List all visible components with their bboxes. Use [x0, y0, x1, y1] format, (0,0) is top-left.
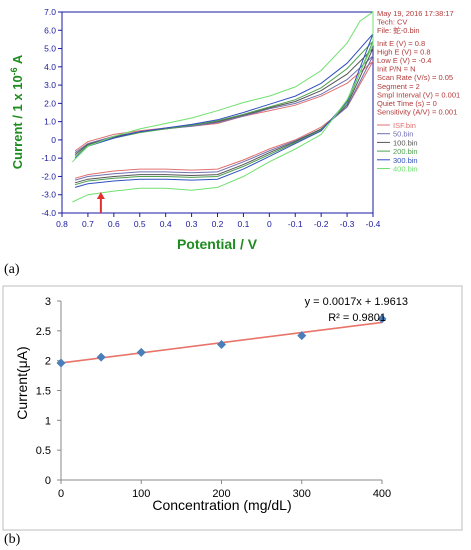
calibration-x-axis-label: Concentration (mg/dL) — [152, 497, 291, 513]
cv-x-tick-label: -0.3 — [340, 219, 355, 229]
info-line: Init P/N = N — [377, 65, 416, 74]
cv-y-tick-label: -1.0 — [41, 153, 56, 163]
calibration-figure: 0 0.5 1 1.5 2 2.5 3 0 100 200 300 400 y = 0.0017x +… — [0, 283, 471, 533]
cv-y-tick-label: 7.0 — [44, 7, 56, 17]
cv-y-tick-label: 5.0 — [44, 44, 56, 54]
y-tick-label: 1.5 — [36, 386, 51, 398]
cv-y-tick-label: 6.0 — [44, 25, 56, 35]
info-line: File: 蛇-0.bin — [377, 25, 420, 35]
info-line: Quiet Time (s) = 0 — [377, 99, 437, 108]
cv-plot-frame — [61, 11, 374, 214]
y-tick-label: 2.5 — [36, 326, 51, 338]
panel-label-b: (b) — [4, 532, 21, 547]
y-tick-label: 0 — [45, 475, 51, 487]
info-line: May 19, 2016 17:38:17 — [377, 9, 454, 18]
cv-x-axis-label: Potential / V — [177, 236, 258, 252]
data-point — [56, 358, 66, 368]
data-point — [297, 331, 307, 341]
cv-x-tick-label: -0.4 — [366, 219, 381, 229]
cv-x-tick-label: -0.1 — [288, 219, 303, 229]
info-line: Sensitivity (A/V) = 0.001 — [377, 108, 457, 117]
info-line: Smpl Interval (V) = 0.001 — [377, 90, 460, 99]
annotation-arrow-head — [96, 191, 105, 199]
data-point — [217, 340, 226, 350]
data-point — [96, 352, 106, 362]
cv-y-tick-label: 3.0 — [44, 80, 56, 90]
cv-curve-5 — [72, 11, 374, 203]
legend-entry-5: 400.bin — [393, 165, 418, 174]
cv-x-tick-label: 0.8 — [56, 219, 68, 229]
cv-x-tick-label: 0.7 — [82, 219, 94, 229]
info-line: Init E (V) = 0.8 — [377, 39, 425, 48]
x-tick-label: 200 — [212, 488, 230, 500]
cv-x-tick-label: 0.2 — [212, 219, 224, 229]
data-point — [136, 347, 146, 357]
x-tick-label: 100 — [132, 488, 150, 500]
info-line: High E (V) = 0.8 — [377, 47, 431, 56]
r-squared: R² = 0.9801 — [328, 312, 386, 324]
cv-y-tick-label: 0 — [51, 135, 56, 145]
regression-equation: y = 0.0017x + 1.9613 — [305, 296, 408, 308]
info-line: Segment = 2 — [377, 82, 420, 91]
cv-y-tick-label: 2.0 — [44, 98, 56, 108]
legend-entry-1: 50.bin — [393, 130, 413, 139]
cv-y-axis-label: Current / 1 x 10-6 A — [9, 54, 25, 169]
y-tick-label: 2 — [45, 356, 51, 368]
cv-x-tick-label: 0.1 — [238, 219, 250, 229]
cv-y-tick-label: -3.0 — [41, 190, 56, 200]
cv-y-tick-label: -4.0 — [41, 208, 56, 218]
legend-entry-2: 100.bin — [393, 138, 418, 147]
legend-entry-4: 300.bin — [393, 156, 418, 165]
panel-label-a: (a) — [4, 262, 20, 277]
cv-y-tick-label: -2.0 — [41, 171, 56, 181]
data-point — [377, 314, 387, 324]
info-line: Scan Rate (V/s) = 0.05 — [377, 73, 453, 82]
y-tick-label: 0.5 — [36, 445, 51, 457]
cv-chart: 0.8 0.7 0.6 0.5 0.4 0.3 0.2 0.1 0 -0.1 -0.2 -0.3 -0.… — [9, 7, 460, 252]
x-tick-label: 300 — [293, 488, 311, 500]
chart-frame — [2, 285, 463, 531]
calibration-chart: 0 0.5 1 1.5 2 2.5 3 0 100 200 300 400 y = 0.0017x +… — [2, 285, 463, 531]
y-tick-label: 3 — [45, 296, 51, 308]
cv-x-tick-label: 0.6 — [108, 219, 120, 229]
legend-entry-0: ISF.bin — [393, 121, 416, 130]
cv-figure: 0.8 0.7 0.6 0.5 0.4 0.3 0.2 0.1 0 -0.1 -0.2 -0.3 -0.… — [0, 0, 471, 262]
cv-legend: ISF.bin50.bin100.bin200.bin300.bin400.bi… — [377, 121, 418, 174]
cv-x-tick-label: -0.2 — [314, 219, 329, 229]
legend-entry-3: 200.bin — [393, 147, 418, 156]
y-tick-label: 1 — [45, 415, 51, 427]
x-tick-label: 400 — [373, 488, 391, 500]
cv-x-tick-label: 0 — [267, 219, 272, 229]
info-line: Low E (V) = -0.4 — [377, 56, 431, 65]
cv-y-tick-label: 4.0 — [44, 62, 56, 72]
cv-x-tick-label: 0.4 — [160, 219, 172, 229]
info-line: Tech: CV — [377, 18, 407, 27]
cv-y-tick-label: 1.0 — [44, 117, 56, 127]
x-tick-label: 0 — [58, 488, 64, 500]
calibration-y-axis-label: Current(μA) — [14, 346, 30, 419]
cv-x-tick-label: 0.5 — [134, 219, 146, 229]
cv-x-tick-label: 0.3 — [186, 219, 198, 229]
